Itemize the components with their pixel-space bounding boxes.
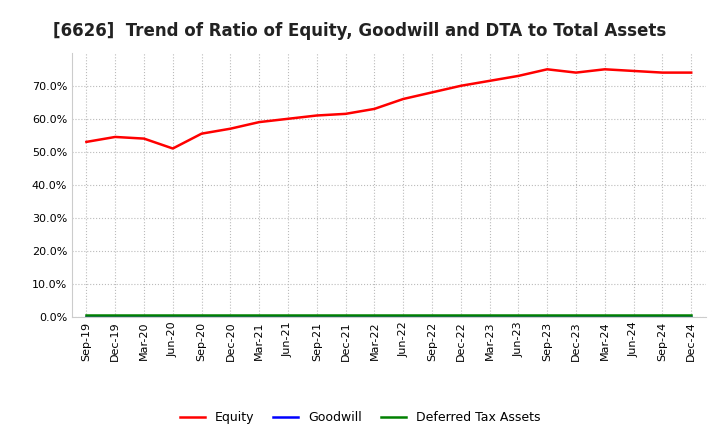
Deferred Tax Assets [485, 312, 494, 318]
Goodwill [456, 314, 465, 319]
Goodwill [197, 314, 206, 319]
Equity [370, 106, 379, 111]
Goodwill [600, 314, 609, 319]
Equity [341, 111, 350, 117]
Equity [197, 131, 206, 136]
Goodwill [687, 314, 696, 319]
Equity [456, 83, 465, 88]
Equity [514, 73, 523, 78]
Goodwill [284, 314, 292, 319]
Goodwill [341, 314, 350, 319]
Deferred Tax Assets [197, 312, 206, 318]
Equity [600, 66, 609, 72]
Goodwill [399, 314, 408, 319]
Deferred Tax Assets [399, 312, 408, 318]
Deferred Tax Assets [514, 312, 523, 318]
Equity [658, 70, 667, 75]
Equity [111, 134, 120, 139]
Goodwill [312, 314, 321, 319]
Deferred Tax Assets [341, 312, 350, 318]
Equity [168, 146, 177, 151]
Equity [140, 136, 148, 141]
Deferred Tax Assets [572, 312, 580, 318]
Deferred Tax Assets [284, 312, 292, 318]
Deferred Tax Assets [226, 312, 235, 318]
Goodwill [226, 314, 235, 319]
Equity [572, 70, 580, 75]
Goodwill [168, 314, 177, 319]
Equity [399, 96, 408, 102]
Goodwill [428, 314, 436, 319]
Deferred Tax Assets [687, 312, 696, 318]
Goodwill [140, 314, 148, 319]
Deferred Tax Assets [111, 312, 120, 318]
Equity [543, 66, 552, 72]
Goodwill [629, 314, 638, 319]
Deferred Tax Assets [629, 312, 638, 318]
Goodwill [82, 314, 91, 319]
Legend: Equity, Goodwill, Deferred Tax Assets: Equity, Goodwill, Deferred Tax Assets [175, 407, 545, 429]
Goodwill [543, 314, 552, 319]
Deferred Tax Assets [456, 312, 465, 318]
Goodwill [485, 314, 494, 319]
Equity [687, 70, 696, 75]
Equity [629, 68, 638, 73]
Goodwill [370, 314, 379, 319]
Deferred Tax Assets [255, 312, 264, 318]
Equity [226, 126, 235, 131]
Equity [312, 113, 321, 118]
Deferred Tax Assets [140, 312, 148, 318]
Deferred Tax Assets [312, 312, 321, 318]
Equity [485, 78, 494, 84]
Equity [428, 90, 436, 95]
Equity [82, 139, 91, 144]
Deferred Tax Assets [658, 312, 667, 318]
Deferred Tax Assets [82, 312, 91, 318]
Deferred Tax Assets [370, 312, 379, 318]
Goodwill [255, 314, 264, 319]
Goodwill [658, 314, 667, 319]
Equity [284, 116, 292, 121]
Goodwill [514, 314, 523, 319]
Deferred Tax Assets [428, 312, 436, 318]
Deferred Tax Assets [600, 312, 609, 318]
Goodwill [111, 314, 120, 319]
Line: Equity: Equity [86, 69, 691, 148]
Text: [6626]  Trend of Ratio of Equity, Goodwill and DTA to Total Assets: [6626] Trend of Ratio of Equity, Goodwil… [53, 22, 667, 40]
Goodwill [572, 314, 580, 319]
Deferred Tax Assets [543, 312, 552, 318]
Deferred Tax Assets [168, 312, 177, 318]
Equity [255, 119, 264, 125]
